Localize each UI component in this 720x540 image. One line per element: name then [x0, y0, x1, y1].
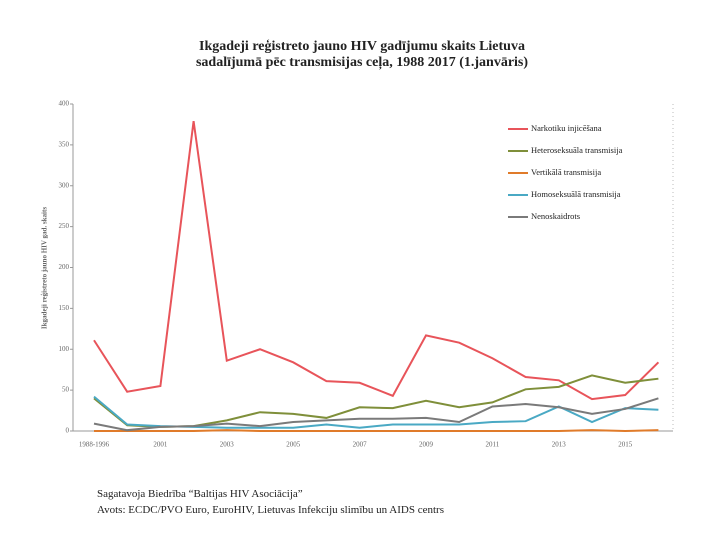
legend-label: Vertikālā transmisija — [531, 167, 601, 177]
x-tick-label: 2011 — [486, 441, 500, 449]
footer: Avots: ECDC/PVO Euro, EuroHIV, Lietuvas … — [97, 504, 444, 516]
y-axis-label: Ikgadeji reģistreto jauno HIV gad. skait… — [41, 207, 49, 329]
x-tick-label: 2009 — [419, 441, 434, 449]
y-tick-label: 300 — [59, 181, 70, 189]
y-tick-label: 50 — [62, 386, 70, 394]
x-tick-label: 2003 — [220, 441, 235, 449]
y-tick-label: 400 — [59, 100, 70, 108]
x-tick-label: 2001 — [153, 441, 168, 449]
y-tick-label: 350 — [59, 140, 70, 148]
y-tick-label: 100 — [59, 345, 70, 353]
series-line — [93, 121, 660, 401]
series-line — [93, 397, 659, 432]
legend-label: Narkotiku injicēšana — [531, 123, 602, 133]
x-tick-label: 2005 — [286, 441, 301, 449]
y-tick-label: 150 — [59, 304, 70, 312]
y-tick-label: 0 — [66, 427, 70, 435]
y-tick-label: 250 — [59, 222, 70, 230]
y-tick-label: 200 — [59, 263, 70, 271]
legend-label: Heteroseksuāla transmisija — [531, 145, 623, 155]
x-tick-label: 2013 — [552, 441, 567, 449]
x-tick-label: 1988-1996 — [79, 441, 110, 449]
footer: Sagatavoja Biedrība “Baltijas HIV Asociā… — [97, 488, 303, 500]
series-line — [93, 395, 659, 429]
x-tick-label: 2015 — [618, 441, 633, 449]
legend-label: Nenoskaidrots — [531, 211, 580, 221]
series-line — [94, 429, 659, 433]
chart-title: Ikgadeji reģistreto jauno HIV gadījumu s… — [199, 38, 525, 54]
legend-label: Homoseksuālā transmisija — [531, 189, 621, 199]
chart-title: sadalījumā pēc transmisijas ceļa, 1988 2… — [196, 55, 528, 70]
x-tick-label: 2007 — [353, 441, 368, 449]
